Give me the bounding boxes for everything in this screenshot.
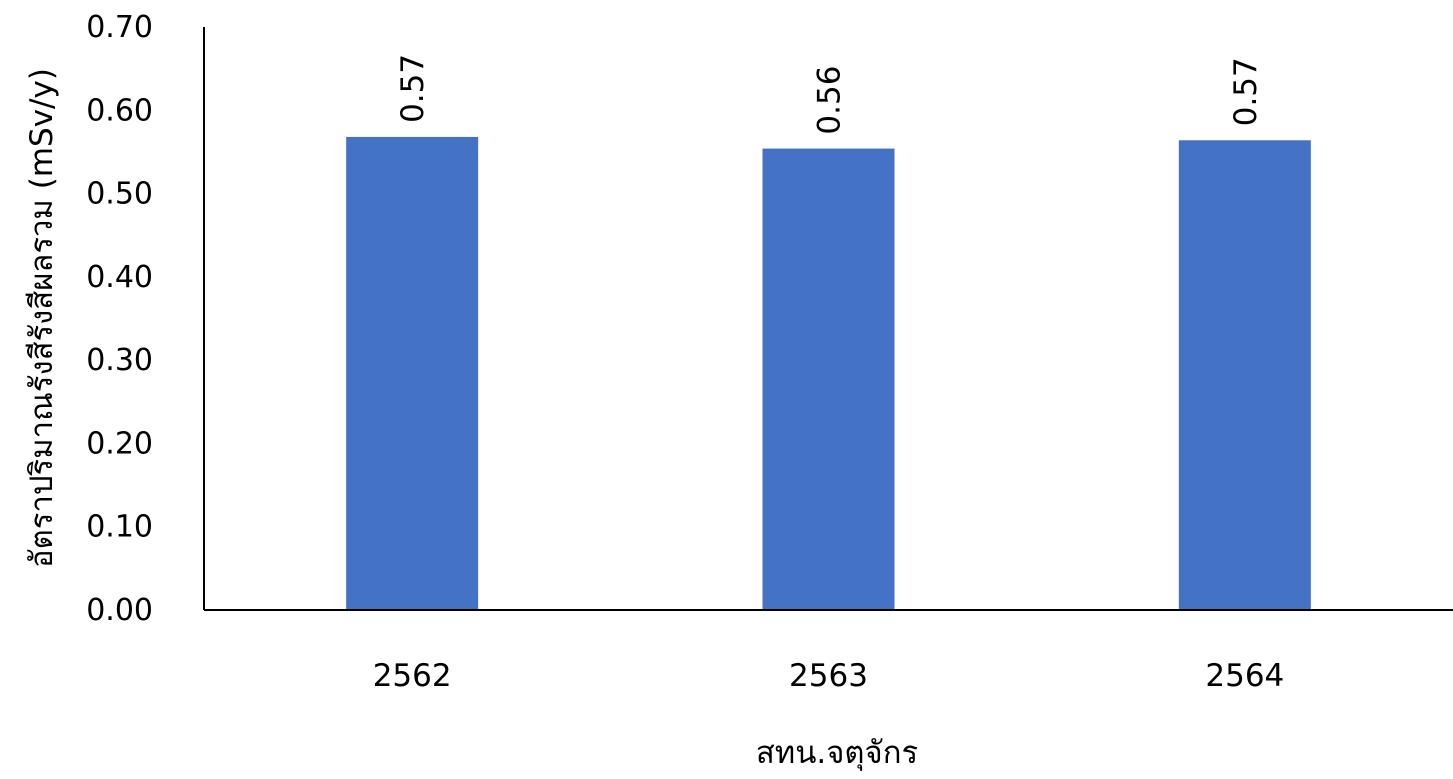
y-axis-title: อัตราปริมาณรังสีรังสีผลรวม (mSv/y)	[24, 68, 60, 568]
y-axis-ticks: 0.00 0.10 0.20 0.30 0.40 0.50 0.60 0.70	[86, 10, 153, 628]
data-label-2564: 0.57	[1228, 57, 1264, 126]
bar-2562	[346, 136, 479, 611]
y-tick-label: 0.30	[86, 343, 153, 378]
data-labels: 0.57 0.56 0.57	[395, 54, 1264, 135]
data-label-2563: 0.56	[812, 66, 848, 135]
y-tick-label: 0.20	[86, 426, 153, 461]
y-tick-label: 0.00	[86, 593, 153, 628]
x-category-label: 2564	[1205, 658, 1284, 694]
data-label-2562: 0.57	[395, 54, 431, 123]
y-tick-label: 0.10	[86, 510, 153, 545]
x-category-label: 2562	[373, 658, 452, 694]
bar-2564	[1178, 140, 1311, 611]
y-tick-label: 0.50	[86, 177, 153, 212]
x-axis-categories: 2562 2563 2564	[373, 658, 1285, 694]
y-tick-label: 0.70	[86, 10, 153, 45]
x-category-label: 2563	[789, 658, 868, 694]
y-tick-label: 0.40	[86, 260, 153, 295]
bars	[346, 136, 1311, 611]
bar-2563	[762, 148, 895, 610]
y-tick-label: 0.60	[86, 93, 153, 128]
x-axis-title: สทน.จตุจักร	[756, 735, 918, 772]
